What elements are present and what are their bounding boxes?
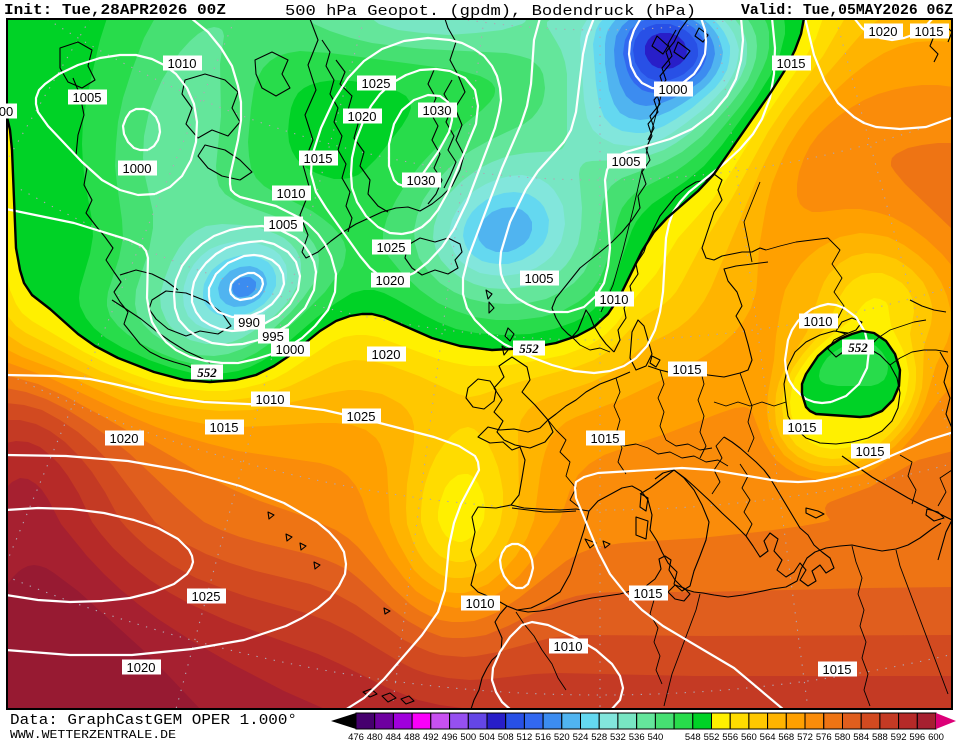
svg-text:560: 560 xyxy=(741,732,757,741)
svg-text:1005: 1005 xyxy=(73,90,102,105)
svg-text:512: 512 xyxy=(516,732,532,741)
svg-text:1025: 1025 xyxy=(192,589,221,604)
svg-text:1015: 1015 xyxy=(304,151,333,166)
svg-text:556: 556 xyxy=(722,732,738,741)
svg-text:484: 484 xyxy=(385,732,401,741)
svg-text:508: 508 xyxy=(498,732,514,741)
svg-text:552: 552 xyxy=(197,365,217,380)
svg-text:536: 536 xyxy=(629,732,645,741)
svg-text:1025: 1025 xyxy=(362,76,391,91)
svg-text:1030: 1030 xyxy=(407,173,436,188)
svg-text:1010: 1010 xyxy=(168,56,197,71)
svg-text:1010: 1010 xyxy=(466,596,495,611)
svg-text:580: 580 xyxy=(835,732,851,741)
svg-text:1015: 1015 xyxy=(634,586,663,601)
svg-text:1005: 1005 xyxy=(269,217,298,232)
svg-text:1010: 1010 xyxy=(554,639,583,654)
svg-text:1020: 1020 xyxy=(869,24,898,39)
svg-text:1015: 1015 xyxy=(856,444,885,459)
svg-text:1015: 1015 xyxy=(591,431,620,446)
svg-text:496: 496 xyxy=(442,732,458,741)
svg-text:1020: 1020 xyxy=(372,347,401,362)
svg-text:552: 552 xyxy=(704,732,720,741)
svg-text:548: 548 xyxy=(685,732,701,741)
svg-text:588: 588 xyxy=(872,732,888,741)
svg-text:1015: 1015 xyxy=(788,420,817,435)
svg-text:488: 488 xyxy=(404,732,420,741)
svg-text:1010: 1010 xyxy=(804,314,833,329)
svg-text:492: 492 xyxy=(423,732,439,741)
svg-text:1000: 1000 xyxy=(659,82,688,97)
svg-text:990: 990 xyxy=(238,315,260,330)
svg-text:552: 552 xyxy=(519,341,539,356)
svg-text:596: 596 xyxy=(909,732,925,741)
svg-text:1010: 1010 xyxy=(277,186,306,201)
svg-text:500 hPa Geopot. (gpdm), Bodend: 500 hPa Geopot. (gpdm), Bodendruck (hPa) xyxy=(285,3,696,20)
svg-text:1030: 1030 xyxy=(423,103,452,118)
svg-text:1000: 1000 xyxy=(123,161,152,176)
svg-text:600: 600 xyxy=(928,732,944,741)
svg-text:1020: 1020 xyxy=(348,109,377,124)
svg-text:572: 572 xyxy=(797,732,813,741)
svg-text:516: 516 xyxy=(535,732,551,741)
svg-text:1015: 1015 xyxy=(210,420,239,435)
svg-text:1020: 1020 xyxy=(110,431,139,446)
svg-text:524: 524 xyxy=(573,732,589,741)
svg-text:532: 532 xyxy=(610,732,626,741)
svg-text:504: 504 xyxy=(479,732,495,741)
svg-text:552: 552 xyxy=(848,340,868,355)
svg-text:00: 00 xyxy=(0,104,13,119)
svg-text:995: 995 xyxy=(262,329,284,344)
svg-text:480: 480 xyxy=(367,732,383,741)
svg-text:520: 520 xyxy=(554,732,570,741)
svg-text:540: 540 xyxy=(647,732,663,741)
svg-text:WWW.WETTERZENTRALE.DE: WWW.WETTERZENTRALE.DE xyxy=(10,728,176,741)
svg-text:1020: 1020 xyxy=(376,273,405,288)
svg-text:1025: 1025 xyxy=(347,409,376,424)
svg-text:1015: 1015 xyxy=(777,56,806,71)
svg-text:584: 584 xyxy=(853,732,869,741)
svg-text:1020: 1020 xyxy=(127,660,156,675)
svg-text:1025: 1025 xyxy=(377,240,406,255)
svg-text:1010: 1010 xyxy=(600,292,629,307)
svg-text:1005: 1005 xyxy=(525,271,554,286)
svg-text:Init: Tue,28APR2026 00Z: Init: Tue,28APR2026 00Z xyxy=(4,3,226,19)
svg-text:500: 500 xyxy=(460,732,476,741)
svg-text:568: 568 xyxy=(778,732,794,741)
svg-text:528: 528 xyxy=(591,732,607,741)
svg-text:1005: 1005 xyxy=(612,154,641,169)
svg-text:1015: 1015 xyxy=(673,362,702,377)
svg-text:1010: 1010 xyxy=(256,392,285,407)
svg-text:1015: 1015 xyxy=(915,24,944,39)
svg-text:592: 592 xyxy=(891,732,907,741)
svg-text:476: 476 xyxy=(348,732,364,741)
svg-text:1000: 1000 xyxy=(276,342,305,357)
svg-text:576: 576 xyxy=(816,732,832,741)
svg-text:564: 564 xyxy=(760,732,776,741)
svg-text:1015: 1015 xyxy=(823,662,852,677)
svg-text:Data: GraphCastGEM OPER 1.000°: Data: GraphCastGEM OPER 1.000° xyxy=(10,712,297,729)
svg-text:Valid: Tue,05MAY2026 06Z: Valid: Tue,05MAY2026 06Z xyxy=(741,3,953,19)
